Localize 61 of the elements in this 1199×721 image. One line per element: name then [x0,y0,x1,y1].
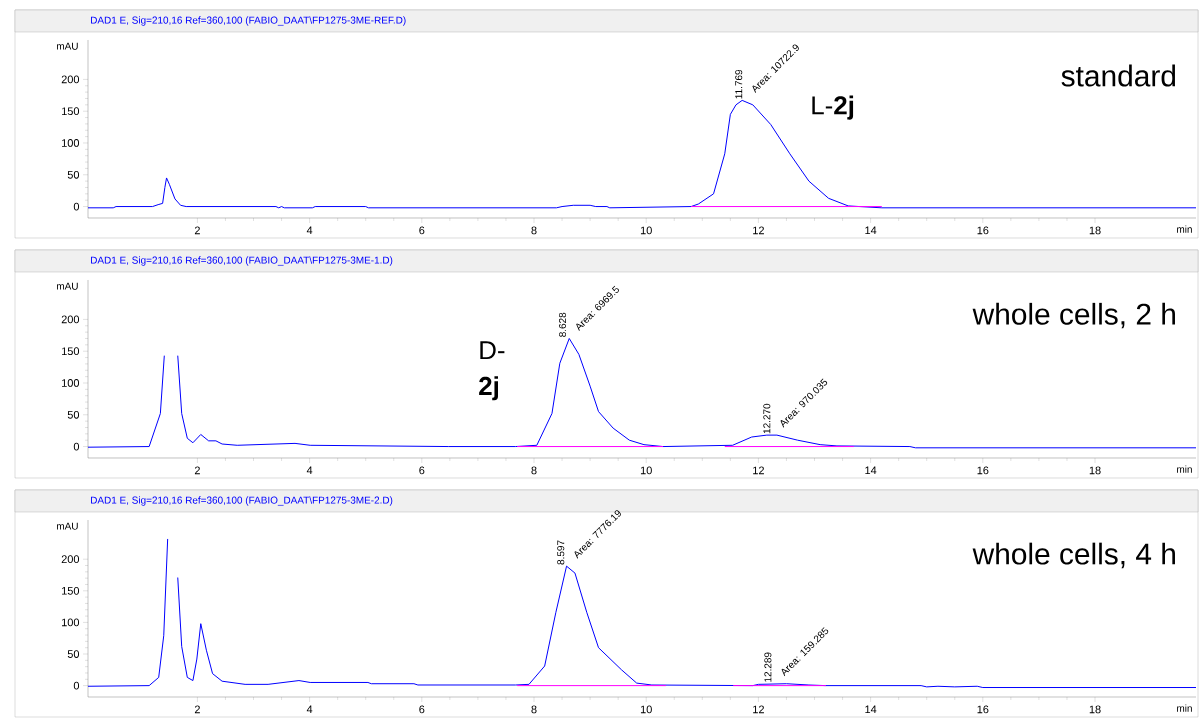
x-axis-title: min [1177,225,1192,233]
x-tick-label: 2 [194,466,200,475]
y-tick-label: 50 [67,410,80,419]
y-tick-label: 100 [62,139,80,147]
x-tick-label: 12 [753,705,764,714]
x-tick-label: 8 [531,226,537,235]
y-tick-label: 200 [61,75,80,84]
y-axis-title: mAU [57,42,78,50]
y-tick-label: 200 [61,315,80,324]
y-axis-title: mAU [57,282,78,290]
y-tick-label: 50 [67,170,80,179]
y-tick-label: 0 [73,442,80,451]
x-tick-label: 6 [419,705,425,714]
annotation: 11.769 [735,69,743,99]
x-tick-label: 16 [977,226,989,235]
x-tick-label: 18 [1089,226,1101,235]
annotation: 8.628 [558,312,567,337]
y-tick-label: 100 [62,618,80,627]
x-tick-label: 4 [306,705,313,714]
x-tick-label: 14 [865,226,877,235]
x-tick-label: 8 [531,705,537,714]
x-tick-label: 10 [640,226,652,235]
y-tick-label: 100 [62,379,80,387]
x-tick-label: 10 [640,705,652,714]
x-tick-label: 2 [194,226,200,235]
x-axis-title: min [1177,465,1192,473]
y-tick-label: 0 [73,681,80,690]
x-tick-label: 16 [977,705,989,714]
x-tick-label: 12 [753,466,764,475]
x-tick-label: 16 [977,466,989,475]
x-axis-title: min [1177,704,1192,712]
y-tick-label: 200 [61,555,80,564]
x-tick-label: 14 [865,466,877,475]
chart-title: DAD1 E, Sig=210,16 Ref=360,100 (FABIO_DAAT\FP1275-3ME-2.D) [91,496,393,506]
annotation: 12.270 [763,403,771,434]
y-tick-label: 150 [62,586,80,595]
x-tick-label: 14 [865,705,877,714]
y-axis-title: mAU [57,522,78,530]
annotation: 12.289 [764,652,772,682]
annotation: whole cells, 2 h [972,302,1175,329]
x-tick-label: 8 [531,466,537,475]
chart-title: DAD1 E, Sig=210,16 Ref=360,100 (FABIO_DAAT\FP1275-3ME-REF.D) [91,16,406,26]
x-tick-label: 2 [194,705,200,714]
y-tick-label: 0 [73,202,80,211]
annotation: D-2j [479,341,505,401]
x-tick-label: 18 [1089,466,1101,475]
annotation: 8.597 [557,540,565,565]
x-tick-label: 4 [306,226,313,235]
x-tick-label: 12 [753,226,764,235]
x-tick-label: 6 [419,466,425,475]
annotation: standard [1061,64,1176,87]
x-tick-label: 18 [1089,705,1101,714]
annotation: L-2j [812,95,854,120]
x-tick-label: 10 [640,466,652,475]
y-tick-label: 150 [62,107,80,116]
x-tick-label: 4 [306,466,313,475]
annotation: whole cells, 4 h [972,542,1175,569]
x-tick-label: 6 [419,226,425,235]
y-tick-label: 50 [67,650,80,658]
chart-title: DAD1 E, Sig=210,16 Ref=360,100 (FABIO_DAAT\FP1275-3ME-1.D) [91,256,393,266]
y-tick-label: 150 [62,347,80,356]
